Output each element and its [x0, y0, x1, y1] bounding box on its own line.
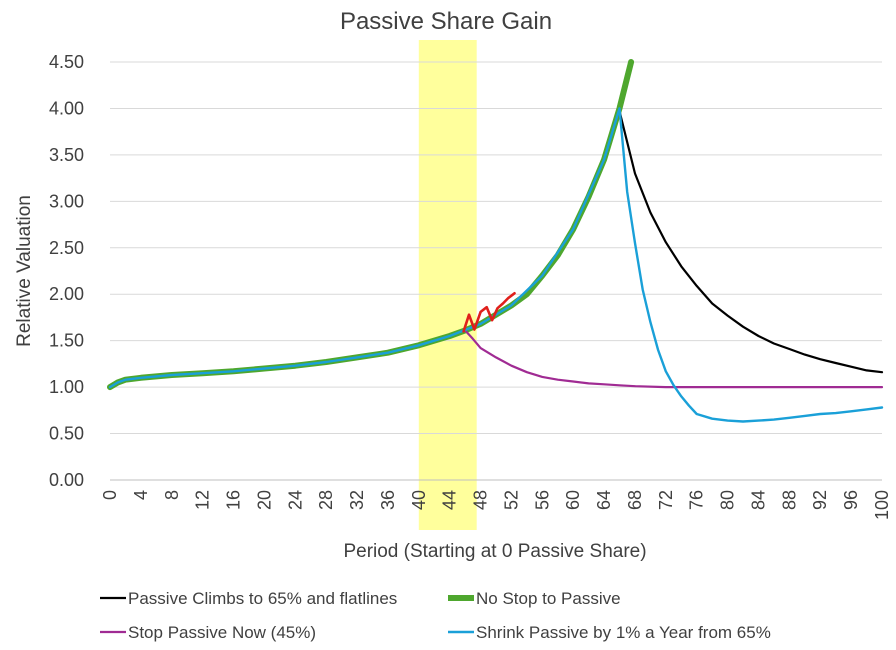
legend-label: Stop Passive Now (45%): [128, 623, 316, 642]
x-tick-label: 12: [193, 490, 213, 510]
legend-label: Passive Climbs to 65% and flatlines: [128, 589, 397, 608]
y-tick-label: 4.00: [49, 98, 84, 118]
x-tick-label: 24: [285, 490, 305, 510]
y-tick-labels: 0.00 0.50 1.00 1.50 2.00 2.50 3.00 3.50 4.00 4.50: [49, 52, 84, 490]
x-tick-label: 64: [594, 490, 614, 510]
series-line-1: [107, 59, 635, 391]
series-line-3: [108, 107, 884, 423]
x-tick-label: 36: [378, 490, 398, 510]
series-line-4: [462, 291, 516, 333]
gridlines: [110, 61, 882, 481]
x-tick-label: 100: [872, 490, 892, 520]
highlight-band: [418, 40, 477, 530]
x-tick-label: 92: [810, 490, 830, 510]
x-tick-label: 76: [687, 490, 707, 510]
y-tick-label: 0.50: [49, 424, 84, 444]
x-tick-label: 88: [779, 490, 799, 510]
y-tick-label: 2.00: [49, 284, 84, 304]
highlight-band-layer: [418, 40, 477, 530]
series-line-0: [618, 110, 884, 374]
x-tick-label: 60: [563, 490, 583, 510]
y-tick-label: 3.50: [49, 145, 84, 165]
x-tick-label: 20: [254, 490, 274, 510]
x-tick-label: 80: [718, 490, 738, 510]
x-tick-label: 40: [409, 490, 429, 510]
y-tick-label: 1.50: [49, 331, 84, 351]
x-tick-label: 32: [347, 490, 367, 510]
y-tick-label: 2.50: [49, 238, 84, 258]
x-tick-label: 72: [656, 490, 676, 510]
x-tick-label: 48: [471, 490, 491, 510]
x-tick-label: 52: [501, 490, 521, 510]
y-tick-label: 0.00: [49, 470, 84, 490]
legend-label: Shrink Passive by 1% a Year from 65%: [476, 623, 771, 642]
chart-title: Passive Share Gain: [340, 8, 552, 35]
x-tick-label: 8: [162, 490, 182, 500]
x-tick-label: 28: [316, 490, 336, 510]
x-tick-label: 4: [131, 490, 151, 500]
x-tick-label: 56: [532, 490, 552, 510]
x-tick-label: 96: [841, 490, 861, 510]
y-tick-label: 4.50: [49, 52, 84, 72]
x-tick-label: 84: [748, 490, 768, 510]
y-tick-label: 3.00: [49, 191, 84, 211]
x-tick-label: 16: [224, 490, 244, 510]
x-tick-label: 68: [625, 490, 645, 510]
y-tick-label: 1.00: [49, 377, 84, 397]
series-line-2: [464, 329, 884, 389]
x-axis-title: Period (Starting at 0 Passive Share): [343, 541, 646, 562]
legend: Passive Climbs to 65% and flatlines No St…: [100, 589, 771, 642]
x-tick-labels: 0 4 8 12 16 20 24 28 32 36 40 44 48 52 56 60 64 68 72 76 80 8…: [100, 490, 892, 520]
x-tick-label: 44: [440, 490, 460, 510]
legend-label: No Stop to Passive: [476, 589, 621, 608]
x-tick-label: 0: [100, 490, 120, 500]
y-axis-title: Relative Valuation: [14, 195, 35, 347]
series-lines: [107, 59, 884, 423]
